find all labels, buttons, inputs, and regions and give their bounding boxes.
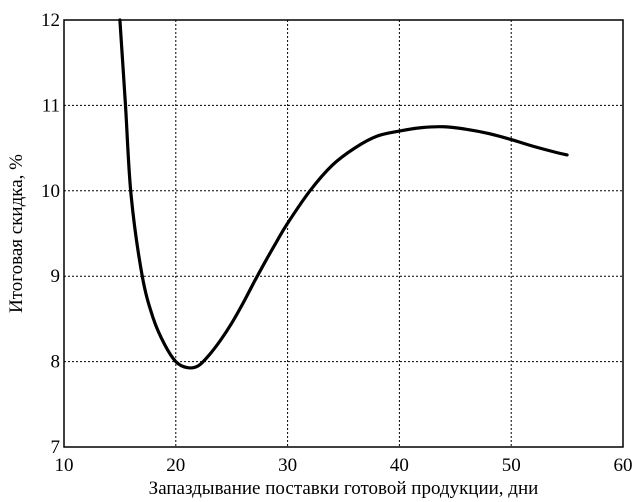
x-tick-label: 10 (55, 455, 74, 476)
plot-frame (63, 19, 624, 448)
x-tick-label: 50 (502, 455, 521, 476)
y-tick-label: 8 (51, 352, 61, 373)
x-tick-label: 30 (278, 455, 297, 476)
x-tick-label: 20 (166, 455, 185, 476)
x-tick-label: 40 (390, 455, 409, 476)
y-tick-label: 12 (41, 10, 60, 31)
y-axis-label: Итоговая скидка, % (6, 154, 27, 313)
grid (64, 20, 623, 447)
y-axis-ticks: 7 8 9 10 11 12 (41, 10, 60, 458)
y-tick-label: 10 (41, 181, 60, 202)
x-tick-label: 60 (614, 455, 633, 476)
y-tick-label: 7 (51, 437, 61, 458)
y-tick-label: 9 (51, 266, 61, 287)
series-line (118, 18, 569, 370)
y-tick-label: 11 (42, 95, 60, 116)
x-axis-ticks: 10 20 30 40 50 60 (55, 455, 633, 476)
x-axis-label: Запаздывание поставки готовой продукции,… (149, 478, 539, 499)
